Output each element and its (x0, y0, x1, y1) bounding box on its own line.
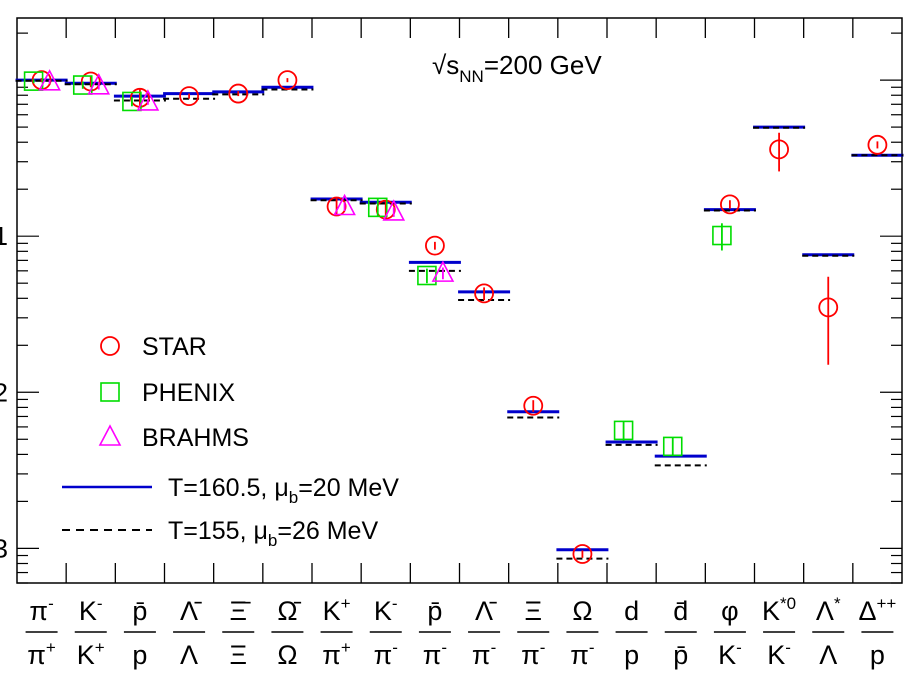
marker-circle (277, 70, 298, 91)
marker-circle (523, 395, 544, 416)
legend-label: BRAHMS (142, 424, 249, 452)
x-label-denominator: K- (718, 638, 742, 670)
marker-circle (326, 196, 347, 217)
x-label-numerator: Ω (572, 596, 592, 626)
x-label-denominator: π- (521, 638, 545, 670)
x-label-denominator: p̄ (673, 640, 688, 670)
marker-square (23, 71, 44, 91)
x-category-labels: π-π+ K- K+ p̄ p Λ̄ Λ Ξ̄ Ξ Ω̄ Ω K+ π+ K-π-p̄ π- Λ̄ π- Ξπ- Ω… (25, 594, 896, 670)
x-label-numerator: K- (79, 594, 103, 626)
x-label-denominator: Ξ (229, 640, 247, 670)
marker-circle (818, 297, 839, 318)
marker-circle (179, 86, 199, 106)
marker-triangle (38, 69, 61, 91)
energy-annotation: √sNN=200 GeV (432, 50, 602, 86)
marker-triangle (87, 73, 111, 95)
x-label-numerator: Λ̄ (475, 596, 497, 626)
marker-triangle (382, 199, 406, 221)
x-label-numerator: Ξ̄ (229, 596, 251, 626)
marker-circle (572, 544, 593, 564)
x-label-numerator: K+ (323, 594, 351, 626)
y-tick-label: 1 (0, 221, 8, 251)
marker-circle (474, 283, 494, 304)
annotation-main: √s (432, 50, 459, 80)
marker-circle (867, 134, 888, 155)
x-label-numerator: d (624, 596, 639, 626)
x-label-denominator: π- (374, 638, 398, 670)
x-label-numerator: Λ* (816, 594, 841, 626)
annotation-sub: NN (459, 67, 484, 86)
x-label-numerator: p̄ (132, 596, 147, 626)
marker-triangle (333, 193, 356, 216)
annotation-rest: =200 GeV (484, 50, 602, 80)
axis-ticks (17, 18, 902, 584)
x-label-denominator: p (870, 640, 885, 670)
x-label-numerator: π- (29, 594, 53, 626)
y-tick-labels: 1 2 3 (0, 221, 8, 563)
marker-triangle (98, 424, 122, 446)
x-label-denominator: p (624, 640, 639, 670)
marker-circle (425, 235, 445, 256)
marker-circle (375, 199, 396, 220)
legend: STAR PHENIX BRAHMS T=160.5, μb=20 MeV T=155,… (62, 333, 399, 550)
x-label-denominator: K- (767, 638, 791, 670)
legend-label: T=155, μb=26 MeV (168, 517, 378, 550)
marker-triangle (136, 89, 160, 111)
x-label-denominator: Ω (277, 640, 297, 670)
x-label-numerator: Ω̄ (277, 596, 301, 626)
legend-label: T=160.5, μb=20 MeV (168, 474, 399, 507)
x-label-numerator: d̄ (673, 596, 688, 626)
marker-circle (228, 83, 249, 104)
marker-triangle (431, 260, 455, 282)
x-label-denominator: Λ (180, 640, 198, 670)
x-label-denominator: p (132, 640, 147, 670)
x-label-denominator: π- (570, 638, 594, 670)
x-label-denominator: K+ (77, 638, 105, 670)
x-label-numerator: φ (721, 596, 739, 626)
marker-square (122, 91, 142, 112)
marker-circle (100, 336, 120, 356)
marker-square (712, 225, 732, 246)
x-label-numerator: Λ̄ (180, 596, 202, 626)
x-label-denominator: π+ (322, 638, 351, 670)
x-label-numerator: K- (374, 594, 398, 626)
legend-label: STAR (142, 333, 207, 361)
marker-square (367, 197, 388, 218)
marker-square (100, 382, 120, 402)
marker-circle (720, 194, 740, 215)
marker-square (613, 420, 634, 441)
y-tick-label: 2 (0, 377, 8, 407)
x-label-numerator: Ξ (524, 596, 542, 626)
x-label-numerator: K*0 (762, 594, 796, 626)
legend-label: PHENIX (142, 379, 235, 407)
x-label-denominator: π- (472, 638, 496, 670)
marker-square (662, 436, 683, 457)
marker-square (72, 75, 93, 95)
marker-circle (769, 139, 789, 160)
x-label-denominator: Λ (819, 640, 837, 670)
x-label-denominator: π+ (27, 638, 56, 670)
y-tick-label: 3 (0, 533, 8, 563)
x-label-numerator: p̄ (427, 596, 442, 626)
x-label-numerator: Δ++ (858, 594, 896, 626)
data-points (23, 69, 888, 564)
x-label-denominator: π- (423, 638, 447, 670)
